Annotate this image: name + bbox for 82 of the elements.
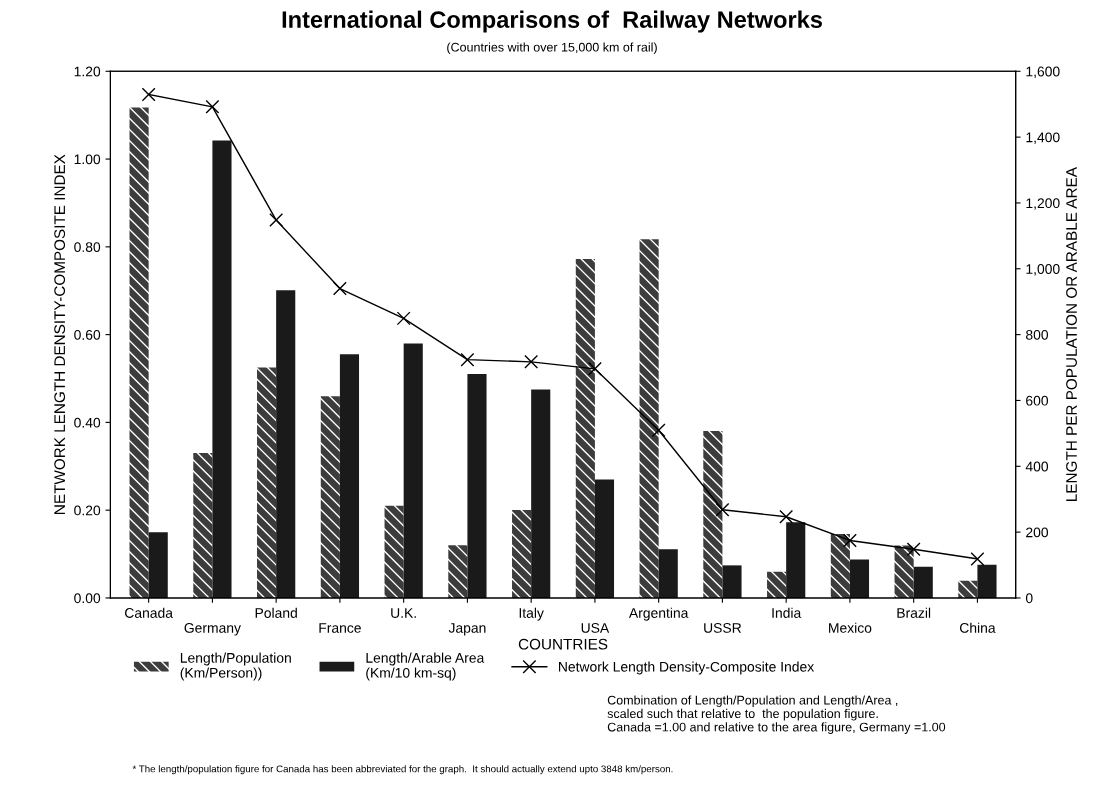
bar (276, 290, 296, 598)
y-tick-label: 1.20 (74, 66, 101, 77)
bar (257, 367, 277, 598)
x-tick-label: Argentina (628, 607, 689, 621)
x-tick-label: USSR (704, 623, 742, 633)
bar (830, 534, 850, 598)
point (205, 99, 220, 114)
legend-label: Length/Population (Km/Person)) (180, 652, 291, 681)
x-tick-label: Japan (448, 623, 486, 636)
text: * The length/population figure for Canada has been abbreviated for the graph. It should actually extend upto 3848 km/person. (132, 765, 673, 775)
bar (512, 510, 532, 598)
y2-tick-label: 400 (1025, 461, 1049, 472)
y-tick-label: 0.80 (74, 242, 101, 253)
point (396, 311, 411, 326)
bar (958, 580, 978, 598)
bar (849, 559, 870, 598)
y2-tick-label: 1,400 (1026, 132, 1060, 144)
x-tick-label: Germany (184, 623, 241, 636)
bar (575, 258, 595, 598)
bar (639, 239, 659, 598)
bar (212, 140, 232, 598)
bar (658, 549, 678, 598)
x-tick-label: Italy (519, 607, 544, 621)
point (779, 509, 794, 524)
bar (320, 396, 340, 598)
legend-label: Length/Arable Area (Km/10 km-sq) (366, 652, 485, 681)
y-axis-title: NETWORK LENGTH DENSITY-COMPOSITE INDEX (54, 154, 66, 514)
bar (594, 479, 615, 598)
chart-subtitle: (Countries with over 15,000 km of rail) (447, 42, 657, 55)
bar (467, 374, 487, 598)
chart-title: International Comparisons of Railway Networks (282, 10, 822, 33)
point (906, 542, 921, 557)
y2-tick-label: 1,000 (1026, 264, 1060, 276)
point (332, 281, 347, 296)
point (842, 533, 857, 548)
bar (193, 453, 213, 598)
x-tick-label: Poland (255, 607, 297, 618)
x-tick-label: France (319, 623, 361, 633)
point (715, 502, 730, 517)
bar (786, 522, 806, 598)
text: Combination of Length/Population and Length/Area , scaled such that relative to the population figure. Canada =1.00 and relative to the area figure, Germany =1.00 (607, 695, 946, 734)
bar (722, 565, 742, 598)
x-axis-title: COUNTRIES (518, 638, 608, 650)
point (524, 354, 539, 369)
point (269, 213, 284, 228)
y-tick-label: 0.00 (74, 593, 101, 604)
point (651, 423, 666, 438)
y2-tick-label: 1,200 (1026, 198, 1060, 210)
point (460, 352, 475, 367)
x-tick-label: Brazil (897, 607, 931, 618)
bar (894, 545, 914, 598)
x-tick-label: Canada (125, 607, 173, 618)
bar (129, 107, 149, 598)
x-tick-label: USA (581, 623, 610, 633)
bar (703, 431, 723, 598)
y2-axis-title: LENGTH PER POPULATION OR ARABLE AREA (1066, 167, 1077, 501)
x-tick-label: U.K. (391, 608, 416, 618)
x-tick-label: Mexico (829, 622, 872, 633)
y-tick-label: 0.40 (74, 417, 101, 428)
bar (339, 354, 360, 598)
x-tick-label: China (959, 622, 996, 633)
y2-tick-label: 200 (1026, 527, 1049, 538)
y-tick-label: 0.20 (74, 505, 101, 516)
bar (403, 343, 423, 598)
y2-tick-label: 1,600 (1026, 66, 1060, 79)
bar (384, 505, 404, 598)
legend-label: Network Length Density-Composite Index (559, 661, 815, 675)
point (141, 87, 156, 102)
bar (148, 532, 168, 598)
bar (767, 571, 787, 598)
y-tick-label: 0.60 (74, 329, 101, 340)
y-tick-label: 1.00 (74, 154, 101, 165)
x-tick-label: India (772, 607, 802, 618)
bar (531, 389, 551, 598)
y2-tick-label: 800 (1026, 329, 1049, 340)
y2-tick-label: 600 (1026, 395, 1049, 406)
y2-tick-label: 0 (1025, 593, 1033, 604)
bar (913, 566, 933, 598)
point (970, 551, 985, 566)
bar (977, 564, 997, 598)
point (587, 361, 602, 376)
bar (448, 545, 468, 598)
